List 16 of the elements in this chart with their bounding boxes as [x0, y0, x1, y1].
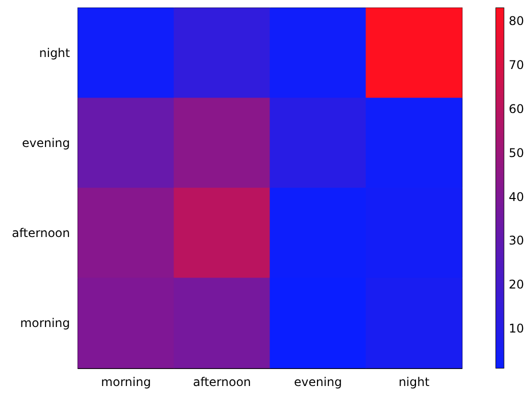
color-bar-label: 50: [508, 146, 524, 160]
y-tick-label: morning: [20, 316, 70, 330]
y-tick-label: evening: [22, 136, 70, 150]
x-tick-label: evening: [294, 375, 342, 389]
color-bar-label: 80: [508, 14, 524, 28]
color-bar-label: 10: [508, 321, 524, 336]
color-bar-label: 30: [508, 234, 524, 248]
color-bar-label: 70: [508, 58, 524, 72]
color-bar-label: 40: [508, 190, 524, 204]
x-tick-label: night: [398, 375, 430, 389]
y-tick-label: night: [39, 46, 70, 60]
x-tick-label: afternoon: [192, 375, 252, 389]
color-bar-label: 20: [508, 278, 524, 292]
color-bar-label: 60: [508, 102, 524, 116]
x-tick-label: morning: [101, 375, 151, 389]
y-tick-label: afternoon: [12, 226, 70, 240]
